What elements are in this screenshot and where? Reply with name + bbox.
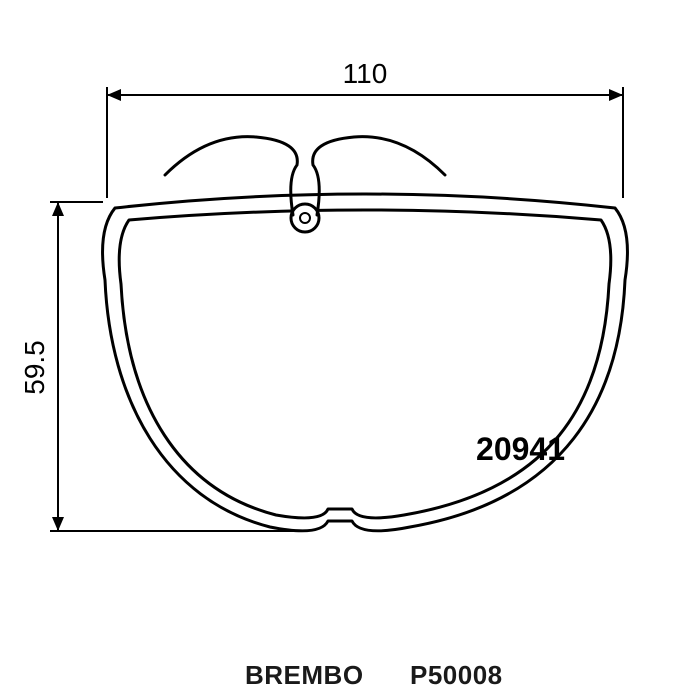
dim-arrow bbox=[52, 517, 64, 531]
part-number-label: P50008 bbox=[410, 660, 503, 691]
clip-wire-right bbox=[313, 137, 445, 215]
internal-part-label: 20941 bbox=[476, 431, 565, 467]
dim-arrow bbox=[107, 89, 121, 101]
dim-label-height: 59.5 bbox=[19, 340, 50, 395]
clip-ring-outer bbox=[291, 204, 319, 232]
dim-arrow bbox=[609, 89, 623, 101]
pad-outline-inner bbox=[119, 210, 611, 518]
drawing-canvas: 20941 110 59.5 BREMBO P50008 bbox=[0, 0, 700, 700]
pad-outline-outer bbox=[103, 194, 628, 531]
dim-label-width: 110 bbox=[343, 58, 388, 89]
brand-label: BREMBO bbox=[245, 660, 364, 691]
dim-arrow bbox=[52, 202, 64, 216]
clip-wire-left bbox=[165, 137, 297, 215]
technical-svg: 20941 110 59.5 bbox=[0, 0, 700, 700]
